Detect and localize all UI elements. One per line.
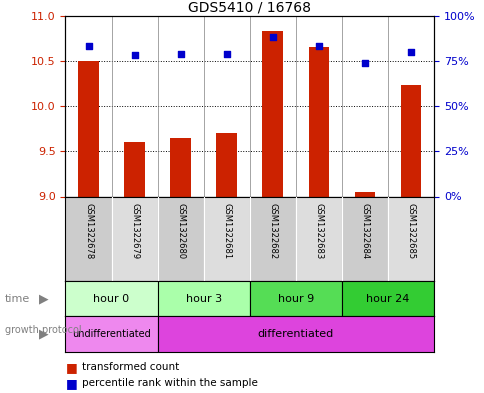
Text: GSM1322684: GSM1322684 xyxy=(360,203,369,259)
Bar xyxy=(341,281,433,316)
Point xyxy=(360,60,368,66)
Point xyxy=(222,51,230,57)
Bar xyxy=(78,61,99,196)
Text: GSM1322681: GSM1322681 xyxy=(222,203,231,259)
Text: undifferentiated: undifferentiated xyxy=(72,329,151,339)
Bar xyxy=(341,196,387,281)
Bar xyxy=(111,196,157,281)
Bar xyxy=(249,196,295,281)
Point xyxy=(176,51,184,57)
Text: growth protocol: growth protocol xyxy=(5,325,81,335)
Bar xyxy=(400,85,421,196)
Text: GSM1322682: GSM1322682 xyxy=(268,203,277,259)
Point xyxy=(130,52,138,59)
Text: ▶: ▶ xyxy=(39,327,48,341)
Bar xyxy=(157,316,433,352)
Point xyxy=(84,43,92,50)
Bar xyxy=(124,142,145,196)
Text: transformed count: transformed count xyxy=(82,362,180,373)
Bar xyxy=(295,196,341,281)
Bar xyxy=(65,281,157,316)
Text: ■: ■ xyxy=(65,376,77,390)
Text: ▶: ▶ xyxy=(39,292,48,305)
Text: hour 24: hour 24 xyxy=(365,294,409,304)
Point xyxy=(268,34,276,40)
Point xyxy=(406,49,414,55)
Text: GSM1322679: GSM1322679 xyxy=(130,203,139,259)
Text: GSM1322680: GSM1322680 xyxy=(176,203,185,259)
Text: percentile rank within the sample: percentile rank within the sample xyxy=(82,378,258,388)
Bar xyxy=(203,196,249,281)
Bar xyxy=(170,138,191,196)
Text: GSM1322683: GSM1322683 xyxy=(314,203,323,259)
Text: hour 3: hour 3 xyxy=(185,294,221,304)
Text: GSM1322685: GSM1322685 xyxy=(406,203,415,259)
Bar xyxy=(157,196,203,281)
Title: GDS5410 / 16768: GDS5410 / 16768 xyxy=(188,0,311,15)
Text: differentiated: differentiated xyxy=(257,329,333,339)
Text: time: time xyxy=(5,294,30,304)
Text: ■: ■ xyxy=(65,361,77,374)
Point xyxy=(314,43,322,50)
Bar xyxy=(387,196,433,281)
Bar xyxy=(216,133,237,196)
Bar xyxy=(308,47,329,196)
Bar xyxy=(262,31,283,196)
Text: hour 9: hour 9 xyxy=(277,294,313,304)
Bar xyxy=(249,281,341,316)
Bar xyxy=(65,316,157,352)
Bar xyxy=(354,192,375,196)
Bar xyxy=(65,196,111,281)
Text: GSM1322678: GSM1322678 xyxy=(84,203,93,259)
Bar xyxy=(157,281,249,316)
Text: hour 0: hour 0 xyxy=(93,294,129,304)
